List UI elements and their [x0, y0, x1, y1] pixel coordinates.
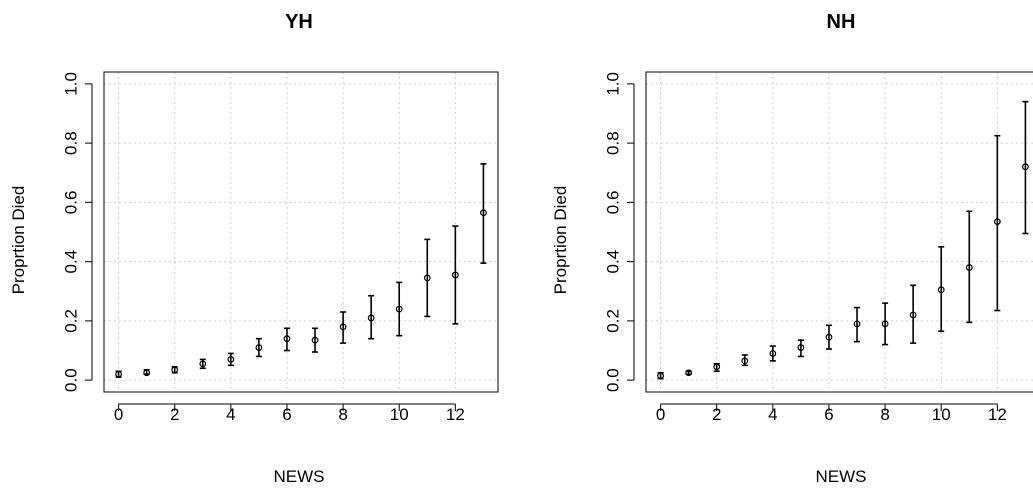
y-tick-label: 0.8	[603, 131, 622, 155]
x-tick-label: 12	[446, 405, 465, 424]
point	[937, 286, 945, 294]
y-tick-label: 0.0	[603, 368, 622, 392]
point	[480, 209, 487, 217]
x-tick-label: 8	[880, 405, 889, 424]
y-tick-label: 0.2	[603, 309, 622, 333]
error-bar	[854, 306, 861, 343]
x-tick-label: 2	[170, 405, 179, 424]
x-tick-label: 6	[824, 405, 833, 424]
x-axis-label: NEWS	[816, 467, 867, 486]
x-tick-label: 10	[932, 405, 951, 424]
y-tick-label: 0.2	[61, 309, 80, 333]
point	[657, 372, 664, 380]
error-bar	[797, 339, 804, 358]
error-bar	[368, 294, 375, 340]
error-bar	[255, 337, 262, 358]
error-bar	[312, 327, 319, 353]
error-bar	[452, 225, 459, 325]
x-tick-label: 2	[712, 405, 721, 424]
x-tick-label: 0	[114, 405, 123, 424]
x-tick-label: 4	[226, 405, 235, 424]
error-bar	[227, 352, 234, 367]
y-tick-label: 1.0	[61, 72, 80, 96]
error-bar	[340, 311, 347, 344]
y-axis-label: Proprtion Died	[9, 186, 28, 295]
point	[965, 264, 973, 271]
y-tick-label: 0.4	[603, 250, 622, 274]
point	[769, 350, 777, 357]
point	[395, 305, 403, 313]
error-bar	[769, 345, 776, 362]
error-bar	[966, 210, 973, 324]
y-tick-label: 1.0	[603, 72, 622, 96]
panel: YH 0 2 4 6 8 10 12 NEWS 0.0 0.2 0.4 0.6 0.8 1.0 Proprti…	[9, 11, 499, 486]
error-bar	[882, 302, 889, 346]
error-bar	[396, 281, 403, 337]
panel: NH 0 2 4 6 8 10 12 NEWS 0.0 0.2 0.4 0.6 0.8 1.0 Proprti…	[551, 11, 1033, 486]
x-tick-label: 6	[282, 405, 291, 424]
error-bar	[424, 238, 431, 318]
point	[339, 323, 347, 331]
y-tick-label: 0.0	[61, 368, 80, 392]
point	[227, 356, 235, 363]
point	[881, 320, 889, 328]
point	[1022, 163, 1029, 171]
error-bar	[283, 327, 290, 352]
point	[143, 369, 151, 377]
y-tick-label: 0.8	[61, 131, 80, 155]
error-bar	[825, 324, 832, 350]
plot-box	[645, 71, 1033, 393]
point	[685, 369, 693, 377]
point	[367, 314, 375, 322]
point	[115, 370, 122, 378]
point	[171, 366, 179, 374]
chart-title: YH	[285, 11, 313, 33]
point	[255, 344, 263, 351]
chart-title: NH	[827, 11, 856, 33]
x-tick-label: 12	[988, 405, 1007, 424]
point	[993, 218, 1001, 226]
y-axis-label: Proprtion Died	[551, 186, 570, 295]
point	[713, 363, 721, 371]
x-tick-label: 10	[390, 405, 409, 424]
error-bar	[1022, 100, 1029, 235]
point	[797, 344, 805, 351]
x-axis-label: NEWS	[274, 467, 325, 486]
y-tick-label: 0.6	[61, 191, 80, 215]
point	[199, 360, 207, 368]
error-bar	[910, 284, 917, 344]
point	[741, 357, 749, 365]
x-tick-label: 4	[768, 405, 777, 424]
x-tick-label: 8	[338, 405, 347, 424]
error-bar	[994, 134, 1001, 312]
point	[283, 335, 291, 343]
error-bar	[938, 246, 945, 333]
plot-box	[103, 71, 499, 393]
point	[909, 311, 917, 319]
y-tick-label: 0.6	[603, 191, 622, 215]
point	[311, 336, 319, 344]
point	[451, 271, 459, 279]
error-bar	[480, 163, 487, 264]
point	[423, 274, 431, 282]
point	[853, 320, 861, 328]
y-tick-label: 0.4	[61, 250, 80, 274]
point	[825, 333, 833, 341]
x-tick-label: 0	[656, 405, 665, 424]
